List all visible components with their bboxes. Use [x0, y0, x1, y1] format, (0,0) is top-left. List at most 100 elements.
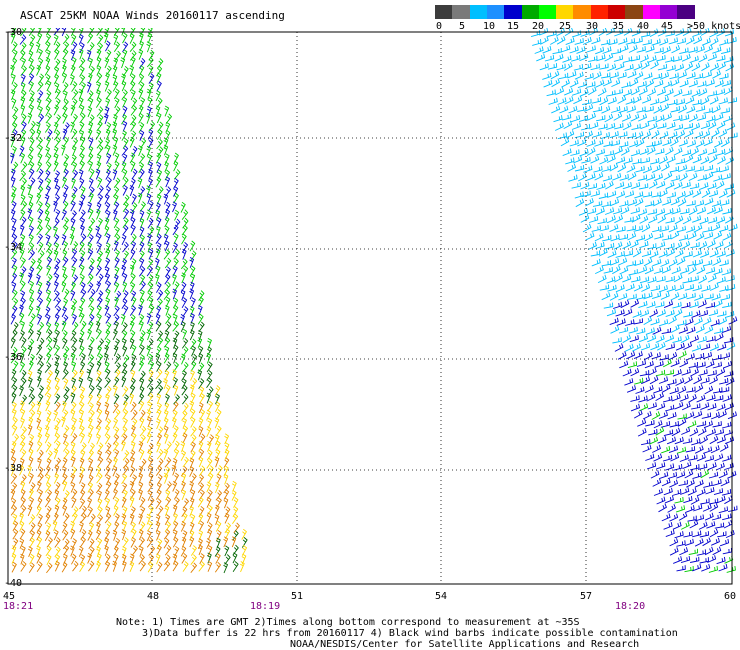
wind-barb	[165, 121, 171, 133]
wind-barb	[96, 393, 102, 405]
wind-barb	[53, 177, 59, 189]
wind-barb	[181, 378, 187, 390]
wind-barb	[624, 190, 635, 198]
wind-barb	[674, 531, 684, 539]
wind-barb	[78, 121, 85, 133]
wind-barb	[658, 250, 668, 258]
wind-barb	[54, 401, 61, 413]
wind-barb	[224, 528, 231, 540]
wind-barb	[561, 79, 570, 88]
wind-barb	[652, 444, 661, 453]
wind-barb	[190, 562, 198, 573]
wind-barb	[19, 441, 26, 452]
wind-barb	[653, 488, 663, 496]
wind-barb	[20, 496, 26, 508]
wind-barb	[189, 521, 195, 533]
wind-barb	[198, 352, 204, 364]
wind-barb	[37, 168, 44, 180]
scale-swatch	[504, 5, 522, 19]
wind-barb	[112, 402, 119, 414]
wind-barb	[652, 72, 663, 80]
wind-barb	[130, 425, 136, 436]
wind-barb	[679, 79, 689, 88]
wind-barb	[172, 512, 178, 524]
wind-barb	[129, 80, 136, 92]
wind-barb	[612, 172, 622, 181]
wind-barb	[147, 449, 153, 461]
wind-barb	[131, 474, 138, 486]
wind-barb	[181, 384, 188, 396]
wind-barb	[224, 522, 232, 534]
wind-barb	[689, 335, 699, 343]
wind-barb	[216, 497, 222, 509]
wind-barb	[606, 215, 616, 224]
wind-barb	[46, 562, 53, 574]
wind-barb	[672, 55, 682, 62]
wind-barb	[20, 73, 26, 85]
wind-barb	[594, 233, 604, 242]
wind-barb	[139, 209, 145, 221]
wind-barb	[693, 410, 703, 419]
wind-barb	[726, 342, 736, 351]
scale-swatch	[573, 5, 592, 19]
wind-barb	[54, 321, 60, 333]
wind-barb	[97, 490, 102, 501]
wind-barb	[54, 242, 60, 254]
wind-barb	[79, 330, 85, 341]
wind-barb	[63, 153, 70, 165]
wind-barb	[609, 71, 619, 79]
wind-barb	[113, 305, 120, 317]
wind-barb	[96, 28, 103, 36]
wind-barb	[633, 283, 643, 292]
wind-barb	[147, 128, 154, 140]
wind-barb	[113, 457, 118, 468]
wind-barb	[71, 274, 79, 285]
wind-barb	[62, 297, 69, 309]
wind-barb	[711, 223, 721, 232]
wind-barb	[241, 528, 247, 540]
wind-barb	[62, 538, 70, 550]
wind-barb	[114, 106, 121, 117]
wind-barb	[120, 57, 126, 69]
wind-barb	[79, 312, 85, 324]
wind-barb	[70, 456, 76, 468]
wind-barb	[682, 437, 693, 444]
wind-barb	[96, 472, 103, 484]
lat-label-38: -38	[4, 463, 23, 474]
wind-barb	[129, 338, 135, 349]
wind-barb	[704, 44, 713, 53]
wind-barb	[148, 65, 154, 76]
wind-barb	[540, 36, 549, 45]
wind-barb	[701, 62, 710, 72]
wind-barb	[63, 361, 69, 373]
wind-barb	[70, 352, 76, 364]
wind-barb	[724, 555, 734, 564]
wind-barb	[129, 33, 135, 44]
wind-barb	[590, 190, 600, 197]
wind-barb	[727, 470, 737, 479]
wind-barb	[699, 531, 710, 538]
wind-barb	[37, 432, 43, 444]
wind-barb	[121, 234, 127, 246]
wind-barb	[655, 392, 665, 401]
wind-barb	[626, 385, 637, 393]
wind-barb	[96, 89, 101, 101]
wind-barb	[666, 436, 677, 445]
wind-barb	[641, 61, 650, 70]
wind-barb	[38, 385, 44, 396]
wind-barb	[87, 529, 93, 541]
wind-barb	[189, 536, 195, 548]
wind-barb	[72, 137, 79, 149]
wind-barb	[631, 123, 641, 131]
wind-barb	[78, 57, 86, 68]
wind-barb	[678, 326, 688, 334]
wind-barb	[615, 181, 625, 190]
wind-barb	[172, 288, 177, 300]
wind-barb	[575, 198, 585, 208]
wind-barb	[105, 128, 111, 140]
wind-barb	[639, 276, 650, 284]
wind-barb	[675, 158, 685, 165]
wind-barb	[46, 128, 53, 140]
wind-barb	[130, 401, 137, 413]
wind-barb	[96, 313, 102, 325]
